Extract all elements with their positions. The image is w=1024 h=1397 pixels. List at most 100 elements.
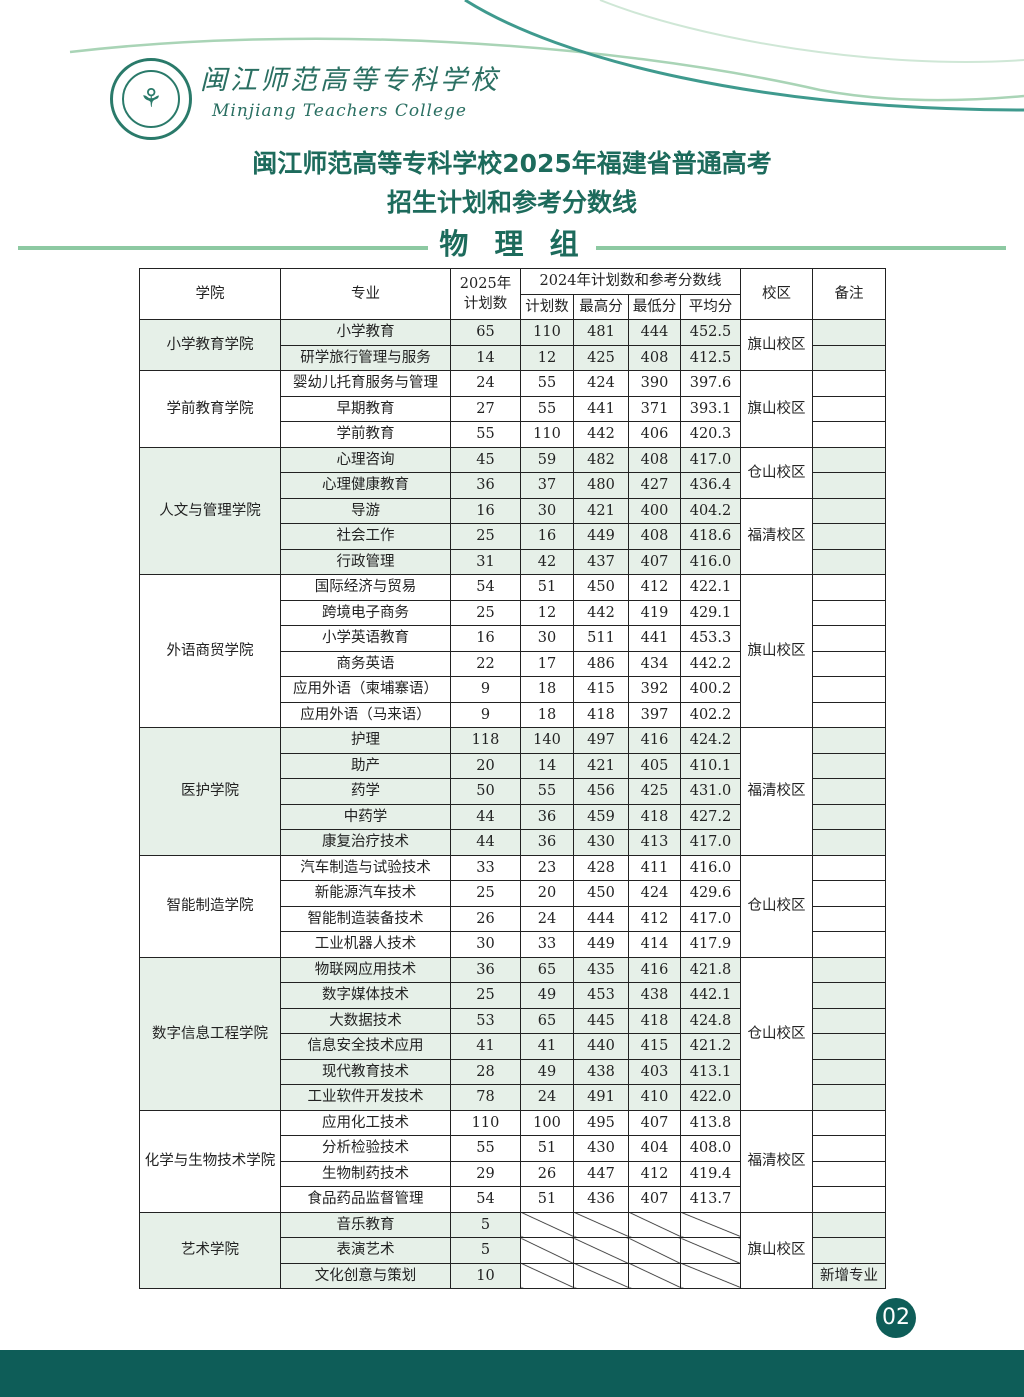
major-name: 早期教育 [280,395,451,422]
note [812,599,886,626]
header-avg: 平均分 [680,293,741,320]
min-score: 412 [628,1160,681,1187]
school-name-cn: 闽江师范高等专科学校 [200,65,500,96]
table-row: 应用外语（马来语） 9 18 418 397 402.2 [140,701,886,728]
plan-2024: 65 [520,1007,574,1034]
college-name: 医护学院 [139,727,281,856]
table-row: 生物制药技术 29 26 447 412 419.4 [140,1160,886,1187]
table-row: 工业软件开发技术 78 24 491 410 422.0 [140,1084,886,1111]
major-name: 学前教育 [280,421,451,448]
header-college: 学院 [139,268,281,320]
major-name: 国际经济与贸易 [280,574,451,601]
plan-2025: 25 [450,523,521,550]
avg-score: 422.1 [680,574,741,601]
major-name: 工业软件开发技术 [280,1084,451,1111]
page-number: 02 [876,1298,916,1338]
college-name: 外语商贸学院 [139,574,281,728]
note [812,1084,886,1111]
max-score: 491 [573,1084,629,1111]
plan-2024: 20 [520,880,574,907]
table-row: 助产 20 14 421 405 410.1 [140,752,886,779]
max-score: 430 [573,829,629,856]
plan-2024: 51 [520,1135,574,1162]
plan-2025: 5 [450,1211,521,1238]
note [812,982,886,1009]
max-score: 447 [573,1160,629,1187]
avg-score: 413.1 [680,1058,741,1085]
note [812,319,886,346]
plan-2025: 27 [450,395,521,422]
min-score: 404 [628,1135,681,1162]
avg-score [680,1211,741,1238]
table-row: 表演艺术 5 [140,1237,886,1264]
table-row: 小学教育学院 小学教育 65 110 481 444 452.5 旗山校区 [139,319,886,371]
plan-2024: 51 [520,1186,574,1213]
major-name: 导游 [280,497,451,524]
table-row: 导游 16 30 421 400 404.2 福清校区 [140,497,886,575]
note [812,344,886,371]
plan-2024: 55 [520,370,574,397]
campus-name: 福清校区 [740,1109,813,1213]
major-name: 现代教育技术 [280,1058,451,1085]
major-name: 工业机器人技术 [280,931,451,958]
note [812,676,886,703]
min-score: 419 [628,599,681,626]
min-score: 405 [628,752,681,779]
max-score: 424 [573,370,629,397]
page-subtitle: 招生计划和参考分数线 [386,188,637,217]
avg-score [680,1237,741,1264]
plan-2025: 29 [450,1160,521,1187]
min-score: 406 [628,421,681,448]
max-score: 486 [573,650,629,677]
plan-2024: 49 [520,982,574,1009]
major-name: 数字媒体技术 [280,982,451,1009]
avg-score: 421.2 [680,1033,741,1060]
min-score: 407 [628,1186,681,1213]
major-name: 文化创意与策划 [280,1262,451,1289]
header-campus: 校区 [740,268,813,320]
max-score [573,1262,629,1289]
major-name: 心理健康教育 [280,472,451,499]
plan-2024: 30 [520,497,574,524]
min-score: 371 [628,395,681,422]
table-row: 早期教育 27 55 441 371 393.1 [140,395,886,422]
min-score: 403 [628,1058,681,1085]
major-name: 应用化工技术 [280,1109,451,1136]
major-name: 食品药品监督管理 [280,1186,451,1213]
plan-2025: 44 [450,803,521,830]
avg-score: 410.1 [680,752,741,779]
avg-score: 422.0 [680,1084,741,1111]
min-score: 414 [628,931,681,958]
table-row: 艺术学院 音乐教育 5 旗山校区 [139,1211,886,1289]
plan-2024: 41 [520,1033,574,1060]
avg-score: 416.0 [680,854,741,881]
table-row: 心理健康教育 36 37 480 427 436.4 [140,472,886,499]
avg-score: 416.0 [680,548,741,575]
avg-score: 431.0 [680,778,741,805]
campus-name: 福清校区 [740,727,813,856]
major-name: 助产 [280,752,451,779]
min-score: 415 [628,1033,681,1060]
table-row: 社会工作 25 16 449 408 418.6 [140,523,886,550]
note [812,650,886,677]
avg-score: 404.2 [680,497,741,524]
max-score: 425 [573,344,629,371]
table-row: 数字信息工程学院 物联网应用技术 36 65 435 416 421.8 仓山校区 [139,956,886,1111]
plan-2024: 51 [520,574,574,601]
min-score: 407 [628,548,681,575]
plan-2025: 28 [450,1058,521,1085]
max-score: 415 [573,676,629,703]
plan-2024: 55 [520,778,574,805]
college-name: 数字信息工程学院 [139,956,281,1111]
avg-score: 413.7 [680,1186,741,1213]
avg-score: 418.6 [680,523,741,550]
table-row: 大数据技术 53 65 445 418 424.8 [140,1007,886,1034]
major-name: 婴幼儿托育服务与管理 [280,370,451,397]
min-score: 418 [628,1007,681,1034]
major-name: 康复治疗技术 [280,829,451,856]
plan-2025: 25 [450,880,521,907]
plan-2025: 25 [450,982,521,1009]
major-name: 音乐教育 [280,1211,451,1238]
avg-score: 408.0 [680,1135,741,1162]
avg-score: 427.2 [680,803,741,830]
